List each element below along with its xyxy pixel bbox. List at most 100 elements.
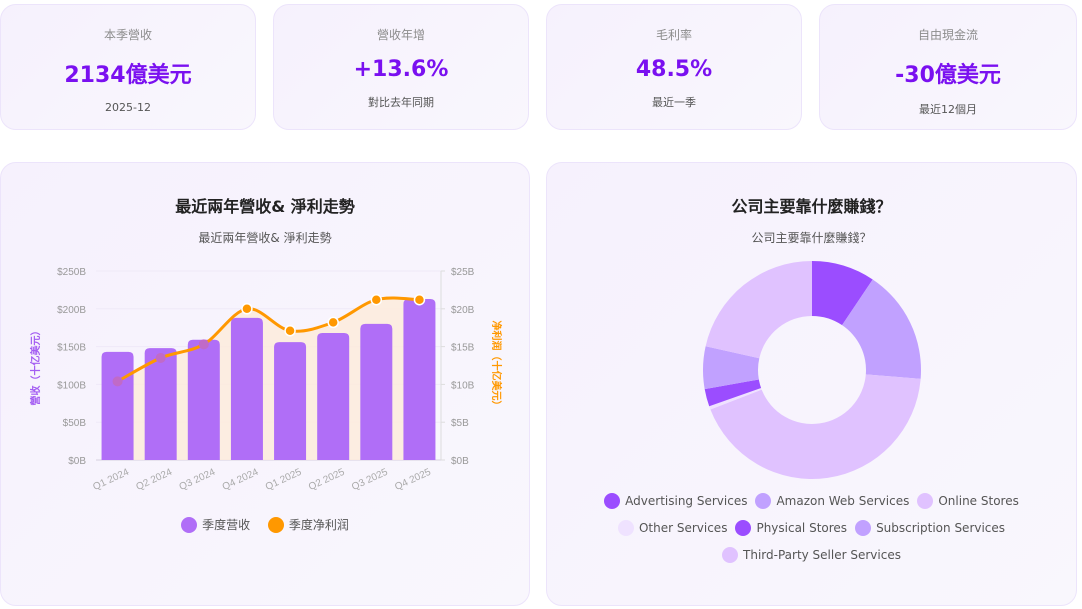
legend-label: Physical Stores xyxy=(756,521,848,535)
donut-legend-row: Advertising Services Amazon Web Services O… xyxy=(547,493,1076,512)
x-axis-tick: Q3 2025 xyxy=(350,467,390,493)
kpi-value: 48.5% xyxy=(635,57,713,82)
net-income-point[interactable] xyxy=(370,293,383,306)
legend-item[interactable]: Other Services xyxy=(617,520,728,536)
revenue-bar[interactable] xyxy=(360,323,393,460)
kpi-sub: 對比去年同期 xyxy=(368,96,434,109)
trend-chart-subtitle: 最近兩年營收& 淨利走勢 xyxy=(198,231,332,245)
legend-item[interactable]: Amazon Web Services xyxy=(755,493,909,509)
right-axis-tick: $0B xyxy=(451,456,469,467)
donut-slice[interactable] xyxy=(842,279,921,379)
legend-item[interactable]: Subscription Services xyxy=(855,520,1005,536)
legend-item[interactable]: Online Stores xyxy=(917,493,1019,509)
left-axis-tick: $250B xyxy=(57,267,86,278)
left-axis-tick: $100B xyxy=(57,380,86,391)
kpi-sub: 最近12個月 xyxy=(919,103,977,116)
x-axis-tick: Q3 2024 xyxy=(178,467,218,493)
legend-label: Other Services xyxy=(638,521,728,535)
legend-item[interactable]: Third-Party Seller Services xyxy=(722,547,901,563)
net-income-point[interactable] xyxy=(112,376,123,387)
net-income-point[interactable] xyxy=(413,293,426,306)
kpi-value: 2134億美元 xyxy=(64,63,192,88)
kpi-label: 毛利率 xyxy=(655,28,692,42)
revenue-bar[interactable] xyxy=(101,351,134,460)
net-income-point[interactable] xyxy=(284,324,296,337)
kpi-label: 本季營收 xyxy=(103,28,152,42)
revenue-bar[interactable] xyxy=(144,348,177,460)
revenue-bar[interactable] xyxy=(230,317,263,460)
legend-item[interactable]: Advertising Services xyxy=(604,493,747,509)
right-axis-tick: $15B xyxy=(451,343,475,354)
x-axis-tick: Q4 2025 xyxy=(393,467,433,493)
revenue-bar[interactable] xyxy=(403,298,436,460)
left-axis-tick: $150B xyxy=(57,343,86,354)
revenue-bar[interactable] xyxy=(274,342,307,460)
left-axis-tick: $200B xyxy=(57,305,86,316)
x-axis-tick: Q2 2025 xyxy=(307,467,347,493)
kpi-card-free-cash-flow: 自由現金流 -30億美元 最近12個月 xyxy=(819,4,1077,130)
kpi-card-gross-margin: 毛利率 48.5% 最近一季 xyxy=(546,4,802,130)
donut-slice[interactable] xyxy=(703,346,760,390)
x-axis-tick: Q1 2024 xyxy=(91,467,131,493)
donut-chart-title: 公司主要靠什麼賺錢？ xyxy=(731,197,892,216)
legend-label: Advertising Services xyxy=(625,494,748,508)
legend-item[interactable]: Physical Stores xyxy=(735,520,847,536)
legend-item-revenue[interactable]: 季度营收 xyxy=(181,516,250,533)
right-axis-tick: $10B xyxy=(451,380,475,391)
legend-dot-icon xyxy=(604,493,621,509)
legend-label: Subscription Services xyxy=(876,521,1006,535)
left-axis-title: 營收（十亿美元） xyxy=(29,326,42,406)
trend-chart[interactable]: $0B $50B $100B $150B $200B $250B $0B $5B $10B $15… xyxy=(1,163,531,607)
net-income-point[interactable] xyxy=(198,339,209,350)
kpi-label: 營收年增 xyxy=(376,28,425,42)
right-axis-tick: $5B xyxy=(451,418,469,429)
right-axis-tick: $25B xyxy=(451,267,475,278)
legend-label: Online Stores xyxy=(938,494,1019,508)
donut-slice[interactable] xyxy=(705,261,812,359)
x-axis-tick: Q1 2025 xyxy=(264,467,304,493)
left-axis-tick: $50B xyxy=(63,418,87,429)
net-income-point[interactable] xyxy=(327,316,339,329)
legend-dot-icon xyxy=(735,520,752,536)
donut-legend-row: Third-Party Seller Services xyxy=(547,547,1076,566)
revenue-bar[interactable] xyxy=(187,339,220,460)
donut-chart-subtitle: 公司主要靠什麼賺錢？ xyxy=(751,231,872,245)
trend-legend: 季度营收 季度净利润 xyxy=(1,516,529,536)
donut-chart[interactable] xyxy=(547,163,1078,607)
legend-dot-icon xyxy=(855,520,872,536)
right-axis-title: 净利润（十亿美元） xyxy=(490,321,503,411)
kpi-card-revenue-growth: 營收年增 +13.6% 對比去年同期 xyxy=(273,4,529,130)
legend-label: Amazon Web Services xyxy=(776,494,910,508)
legend-dot-icon xyxy=(267,516,284,533)
left-axis-tick: $0B xyxy=(68,456,86,467)
kpi-sub: 最近一季 xyxy=(652,96,696,109)
revenue-bar[interactable] xyxy=(317,332,350,460)
donut-slice[interactable] xyxy=(709,387,762,410)
legend-label: Third-Party Seller Services xyxy=(743,548,901,562)
donut-slice[interactable] xyxy=(704,379,762,407)
legend-dot-icon xyxy=(617,520,634,536)
kpi-value: +13.6% xyxy=(353,57,449,82)
legend-item-net-income[interactable]: 季度净利润 xyxy=(267,516,349,533)
legend-dot-icon xyxy=(181,516,198,533)
x-axis-tick: Q4 2024 xyxy=(221,467,261,493)
net-income-point[interactable] xyxy=(155,352,166,363)
kpi-sub: 2025-12 xyxy=(105,101,151,114)
right-axis-tick: $20B xyxy=(451,305,475,316)
net-income-point[interactable] xyxy=(241,303,253,315)
legend-label: 季度营收 xyxy=(202,518,251,532)
revenue-breakdown-panel: 公司主要靠什麼賺錢？ 公司主要靠什麼賺錢？ Advertising Servic… xyxy=(546,162,1077,606)
donut-slice[interactable] xyxy=(812,261,873,326)
x-axis-tick: Q2 2024 xyxy=(135,467,175,493)
donut-slice[interactable] xyxy=(710,374,921,479)
trend-chart-title: 最近兩年營收& 淨利走勢 xyxy=(175,197,355,216)
legend-dot-icon xyxy=(917,493,934,509)
donut-legend-row: Other Services Physical Stores Subscriptio… xyxy=(547,520,1076,539)
legend-label: 季度净利润 xyxy=(288,518,349,532)
trend-chart-panel: 最近兩年營收& 淨利走勢 最近兩年營收& 淨利走勢 $0B $50B $100B $1… xyxy=(0,162,530,606)
kpi-card-revenue: 本季營收 2134億美元 2025-12 xyxy=(0,4,256,130)
kpi-value: -30億美元 xyxy=(895,63,1001,88)
kpi-label: 自由現金流 xyxy=(917,28,978,42)
legend-dot-icon xyxy=(755,493,772,509)
legend-dot-icon xyxy=(722,547,739,563)
